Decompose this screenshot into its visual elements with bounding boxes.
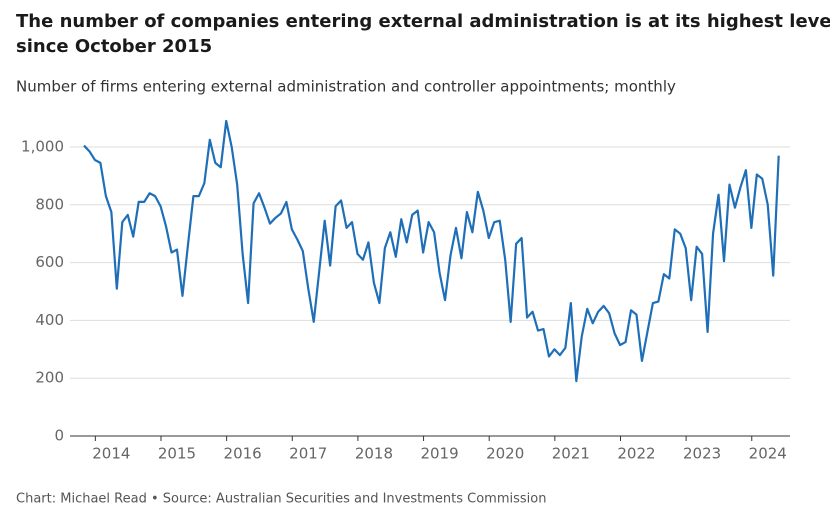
x-tick-label: 2017: [289, 445, 327, 463]
x-tick-label: 2019: [420, 445, 458, 463]
y-tick-label: 400: [35, 311, 64, 329]
y-tick-label: 800: [35, 195, 64, 213]
chart-title: The number of companies entering externa…: [16, 11, 830, 57]
chart-subtitle: Number of firms entering external admini…: [16, 78, 676, 96]
x-tick-label: 2015: [158, 445, 196, 463]
x-tick-label: 2018: [355, 445, 393, 463]
x-tick-label: 2014: [92, 445, 130, 463]
x-tick-label: 2024: [749, 445, 787, 463]
y-tick-label: 0: [54, 427, 64, 445]
x-tick-label: 2023: [683, 445, 721, 463]
x-tick-label: 2020: [486, 445, 524, 463]
y-tick-label: 600: [35, 253, 64, 271]
x-tick-label: 2016: [224, 445, 262, 463]
line: [83, 119, 780, 383]
footer: Chart: Michael Read • Source: Australian…: [16, 492, 546, 507]
x-tick-label: 2022: [617, 445, 655, 463]
y-tick-label: 1,000: [21, 138, 64, 156]
x-tick-label: 2021: [552, 445, 590, 463]
y-tick-label: 200: [35, 369, 64, 387]
